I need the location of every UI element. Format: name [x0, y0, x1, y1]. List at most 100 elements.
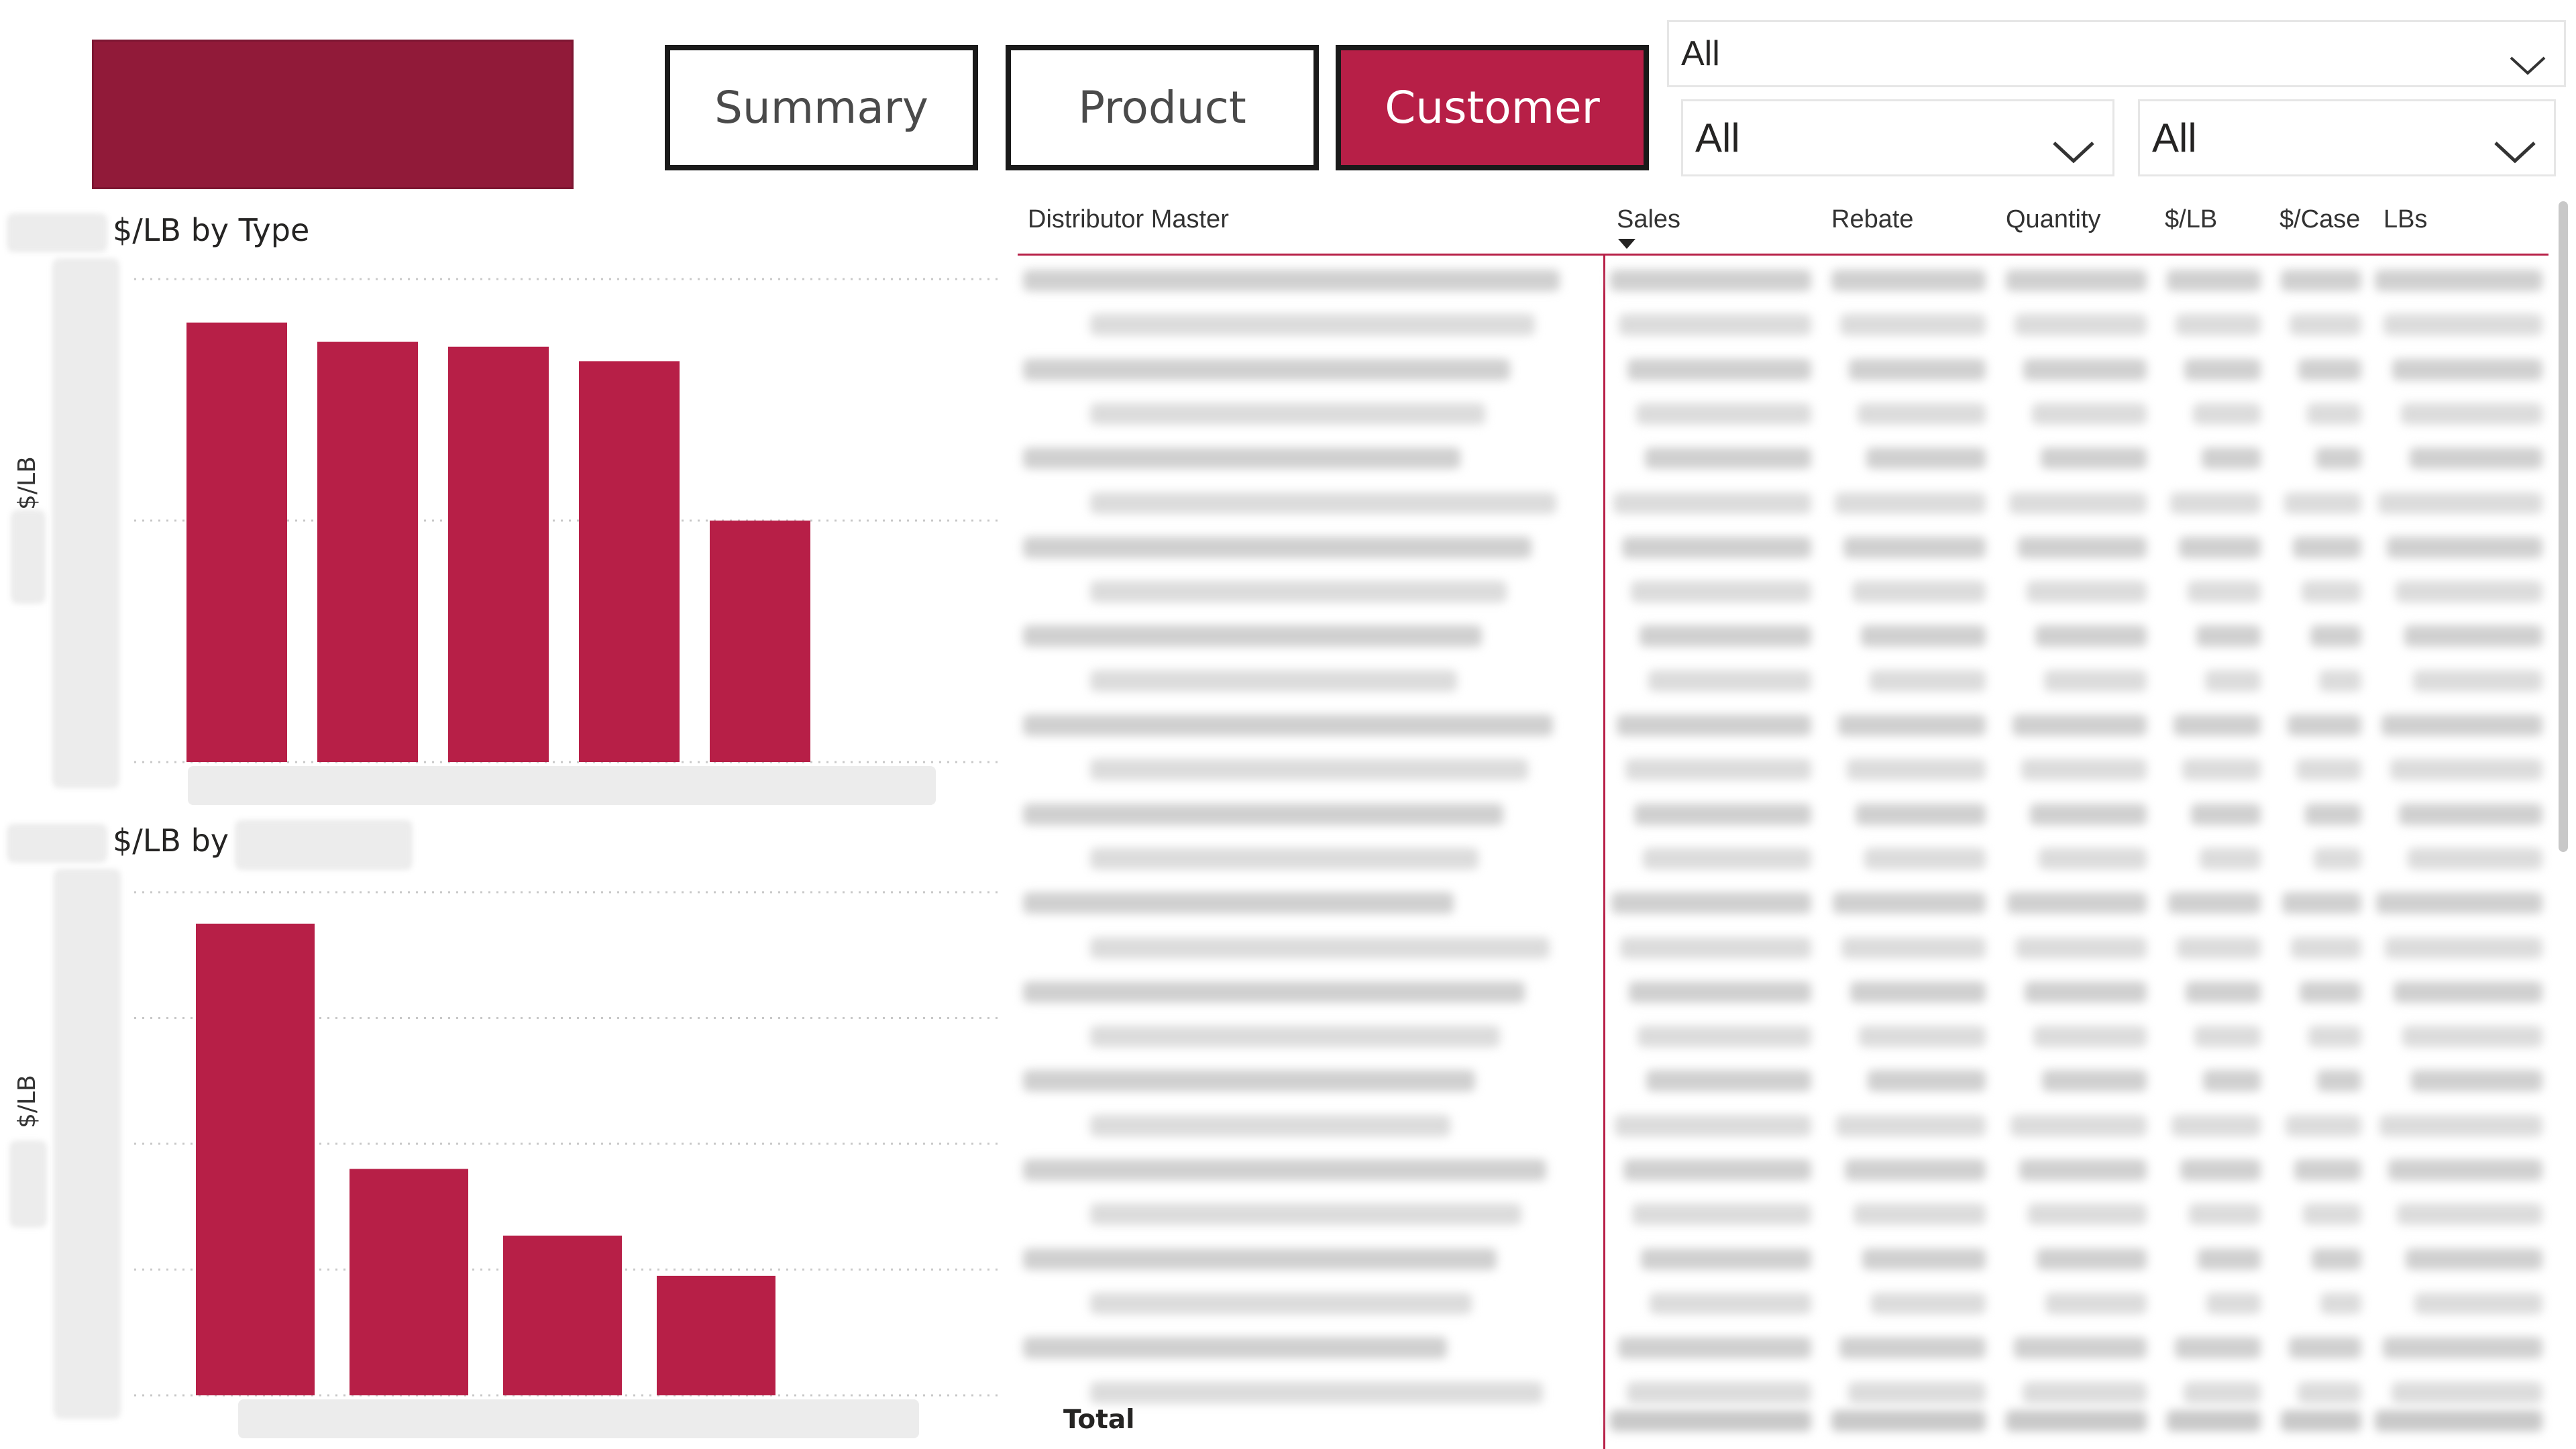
chart-bar[interactable]	[350, 1169, 468, 1396]
table-cell	[1090, 847, 1479, 869]
top-slicer-dropdown[interactable]: All	[1667, 20, 2566, 87]
product-button[interactable]: Product	[1006, 45, 1319, 170]
customer-button[interactable]: Customer	[1336, 45, 1649, 170]
chart-bar[interactable]	[448, 346, 549, 762]
table-cell	[2033, 1026, 2147, 1048]
table-row[interactable]	[1018, 441, 2548, 477]
column-header-sales[interactable]: Sales	[1617, 205, 1681, 233]
table-row[interactable]	[1018, 1330, 2548, 1366]
table-row[interactable]	[1018, 1152, 2548, 1189]
table-cell	[1620, 936, 1811, 959]
column-header-quantity[interactable]: Quantity	[2006, 205, 2101, 233]
redacted-label	[235, 820, 413, 870]
table-cell	[2319, 669, 2361, 692]
table-cell	[2314, 847, 2361, 869]
table-row[interactable]	[1018, 1019, 2548, 1055]
table-cell	[2396, 581, 2542, 603]
redacted-label	[9, 1140, 47, 1228]
chart-bar[interactable]	[657, 1275, 775, 1395]
table-row[interactable]	[1018, 1286, 2548, 1322]
chart-bar[interactable]	[196, 923, 315, 1395]
table-cell	[1849, 358, 1986, 380]
chart-bar[interactable]	[317, 341, 418, 763]
table-cell	[1862, 1248, 1986, 1270]
table-row[interactable]	[1018, 530, 2548, 566]
table-row[interactable]	[1018, 1063, 2548, 1099]
table-row[interactable]	[1018, 352, 2548, 388]
column-header-price-per-case[interactable]: $/Case	[2279, 205, 2361, 233]
column-header-lbs[interactable]: LBs	[2383, 205, 2428, 233]
chart-bar[interactable]	[503, 1235, 622, 1395]
table-cell	[2180, 1159, 2261, 1181]
table-row[interactable]	[1018, 1242, 2548, 1278]
chevron-down-icon	[2052, 127, 2095, 173]
table-cell	[2167, 1410, 2261, 1432]
table-cell	[2385, 936, 2542, 959]
table-cell	[1831, 270, 1986, 291]
table-cell	[1615, 1114, 1811, 1136]
table-cell	[2171, 1114, 2261, 1136]
table-row[interactable]	[1018, 307, 2548, 343]
table-cell	[2281, 1410, 2361, 1432]
table-cell	[1617, 714, 1811, 736]
table-row[interactable]	[1018, 574, 2548, 610]
table-cell	[2401, 402, 2542, 425]
table-cell	[2188, 581, 2261, 603]
table-row[interactable]	[1018, 1197, 2548, 1233]
right-slicer-dropdown[interactable]: All	[2138, 99, 2556, 176]
table-cell	[2296, 759, 2361, 781]
table-cell	[2294, 1159, 2361, 1181]
table-cell	[2281, 270, 2361, 291]
table-cell	[2392, 1381, 2542, 1403]
table-cell	[1090, 936, 1550, 959]
table-row[interactable]	[1018, 263, 2548, 299]
table-row[interactable]	[1018, 841, 2548, 877]
table-cell	[1090, 402, 1485, 425]
table-cell	[2193, 402, 2261, 425]
column-header-rebate[interactable]: Rebate	[1831, 205, 1914, 233]
table-cell	[1623, 1159, 1811, 1181]
table-row[interactable]	[1018, 797, 2548, 833]
table-cell	[2390, 759, 2542, 781]
table-cell	[1858, 402, 1986, 425]
table-row[interactable]	[1018, 708, 2548, 744]
chart-bar[interactable]	[710, 521, 810, 762]
column-header-price-per-lb[interactable]: $/LB	[2165, 205, 2218, 233]
table-row[interactable]	[1018, 752, 2548, 788]
table-cell	[1835, 492, 1986, 514]
left-slicer-dropdown[interactable]: All	[1681, 99, 2114, 176]
table-row[interactable]	[1018, 1375, 2548, 1411]
table-row[interactable]	[1018, 663, 2548, 700]
table-row[interactable]	[1018, 930, 2548, 967]
table-cell	[2191, 803, 2261, 825]
table-cell	[1090, 759, 1528, 781]
column-header-distributor[interactable]: Distributor Master	[1028, 205, 1229, 233]
table-cell	[1023, 625, 1482, 647]
table-cell	[1845, 1159, 1986, 1181]
table-cell	[1852, 581, 1986, 603]
table-row[interactable]	[1018, 975, 2548, 1011]
chart-bar[interactable]	[579, 361, 680, 762]
header-divider	[1018, 254, 2548, 256]
table-row[interactable]	[1018, 396, 2548, 433]
table-cell	[2176, 314, 2261, 336]
chevron-down-icon	[2509, 44, 2546, 85]
table-scrollbar[interactable]	[2559, 201, 2568, 852]
table-cell	[2286, 1114, 2361, 1136]
chart-bar[interactable]	[186, 322, 287, 762]
table-cell	[2016, 936, 2147, 959]
table-row[interactable]	[1018, 1108, 2548, 1144]
summary-button[interactable]: Summary	[665, 45, 978, 170]
table-cell	[2010, 1114, 2147, 1136]
table-cell	[1090, 1292, 1472, 1314]
table-cell	[1645, 447, 1811, 470]
table-cell	[1864, 847, 1986, 869]
table-row[interactable]	[1018, 486, 2548, 522]
right-slicer-value: All	[2152, 115, 2197, 160]
table-cell	[1090, 1381, 1543, 1403]
table-row[interactable]	[1018, 619, 2548, 655]
table-cell	[2175, 1337, 2261, 1359]
column-divider	[1603, 255, 1605, 1449]
table-cell	[2170, 492, 2261, 514]
table-row[interactable]	[1018, 885, 2548, 922]
